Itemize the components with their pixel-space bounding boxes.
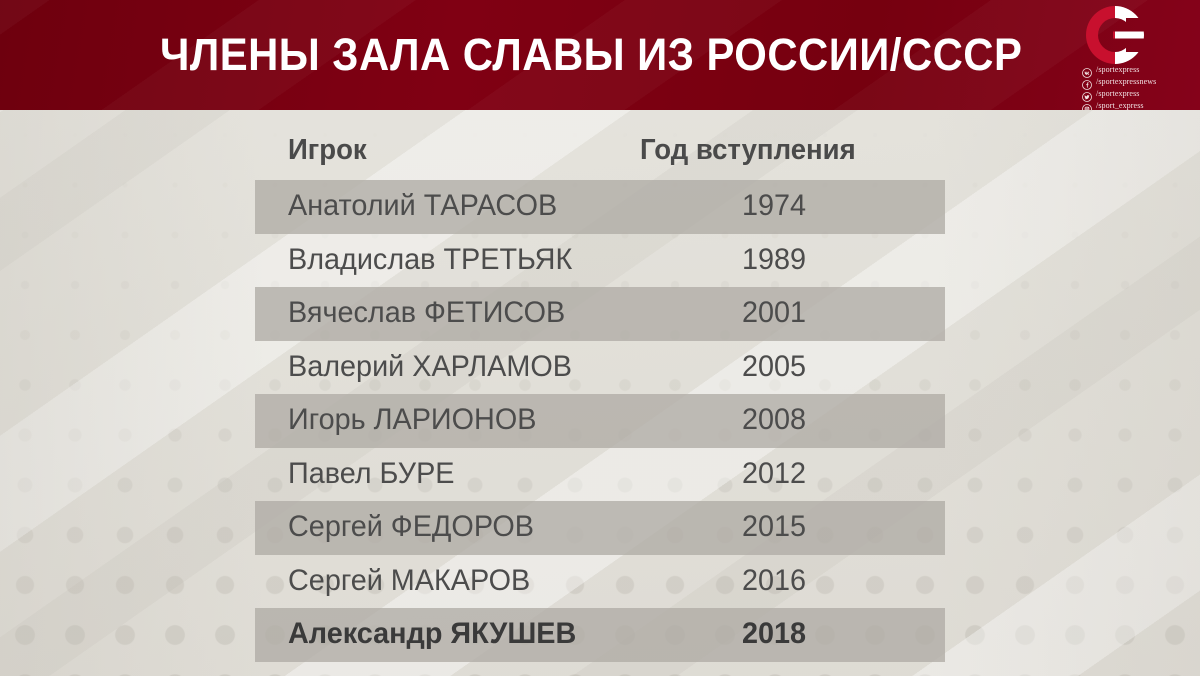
- cell-player-name: Владислав ТРЕТЬЯК: [288, 242, 573, 276]
- social-links-list: /sportexpress /sportexpressnews: [1082, 64, 1194, 110]
- hall-of-fame-table: Игрок Год вступления Анатолий ТАРАСОВ 197…: [255, 124, 945, 662]
- social-handle-vk: /sportexpress: [1096, 65, 1140, 75]
- table-row: Валерий ХАРЛАМОВ 2005: [255, 341, 945, 395]
- cell-player-name: Анатолий ТАРАСОВ: [288, 189, 558, 222]
- table-row: Павел БУРЕ 2012: [255, 448, 945, 502]
- social-handle-facebook: /sportexpressnews: [1096, 77, 1157, 87]
- table-row: Игорь ЛАРИОНОВ 2008: [255, 394, 945, 448]
- cell-player-name: Александр ЯКУШЕВ: [288, 617, 577, 650]
- cell-induction-year: 1989: [742, 242, 807, 276]
- column-header-year: Год вступления: [640, 134, 856, 166]
- table-row: Анатолий ТАРАСОВ 1974: [255, 180, 945, 234]
- table-row: Вячеслав ФЕТИСОВ 2001: [255, 287, 945, 341]
- cell-player-name: Валерий ХАРЛАМОВ: [288, 349, 572, 383]
- cell-induction-year: 2005: [742, 349, 807, 383]
- table-row: Александр ЯКУШЕВ 2018: [255, 608, 945, 662]
- instagram-icon: [1082, 101, 1092, 110]
- table-row: Сергей ФЕДОРОВ 2015: [255, 501, 945, 555]
- poster-header: ЧЛЕНЫ ЗАЛА СЛАВЫ ИЗ РОССИИ/СССР: [0, 0, 1200, 110]
- page-title: ЧЛЕНЫ ЗАЛА СЛАВЫ ИЗ РОССИИ/СССР: [160, 29, 1023, 80]
- table-row: Владислав ТРЕТЬЯК 1989: [255, 234, 945, 288]
- cell-induction-year: 2016: [742, 563, 807, 597]
- table-row: Сергей МАКАРОВ 2016: [255, 555, 945, 609]
- social-handle-twitter: /sportexpress: [1096, 89, 1140, 99]
- sport-express-logo-icon: [1086, 6, 1144, 64]
- cell-player-name: Сергей ФЕДОРОВ: [288, 510, 535, 543]
- cell-induction-year: 2015: [742, 510, 807, 543]
- cell-induction-year: 2018: [742, 617, 807, 650]
- social-link-vk[interactable]: /sportexpress: [1082, 64, 1194, 78]
- cell-player-name: Павел БУРЕ: [288, 456, 455, 490]
- cell-induction-year: 1974: [742, 189, 807, 222]
- table-body: Анатолий ТАРАСОВ 1974 Владислав ТРЕТЬЯК 198…: [255, 180, 945, 662]
- vk-icon: [1082, 65, 1092, 78]
- branding-block: /sportexpress /sportexpressnews: [1034, 2, 1194, 110]
- cell-player-name: Вячеслав ФЕТИСОВ: [288, 296, 566, 329]
- table-header-row: Игрок Год вступления: [255, 124, 945, 180]
- social-link-instagram[interactable]: /sport_express: [1082, 100, 1194, 110]
- cell-induction-year: 2012: [742, 456, 807, 490]
- cell-induction-year: 2008: [742, 403, 807, 436]
- twitter-icon: [1082, 89, 1092, 102]
- cell-player-name: Сергей МАКАРОВ: [288, 563, 531, 597]
- facebook-icon: [1082, 77, 1092, 90]
- column-header-player: Игрок: [288, 134, 367, 166]
- social-link-facebook[interactable]: /sportexpressnews: [1082, 76, 1194, 90]
- social-handle-instagram: /sport_express: [1096, 101, 1144, 110]
- cell-player-name: Игорь ЛАРИОНОВ: [288, 403, 537, 436]
- cell-induction-year: 2001: [742, 296, 807, 329]
- social-link-twitter[interactable]: /sportexpress: [1082, 88, 1194, 102]
